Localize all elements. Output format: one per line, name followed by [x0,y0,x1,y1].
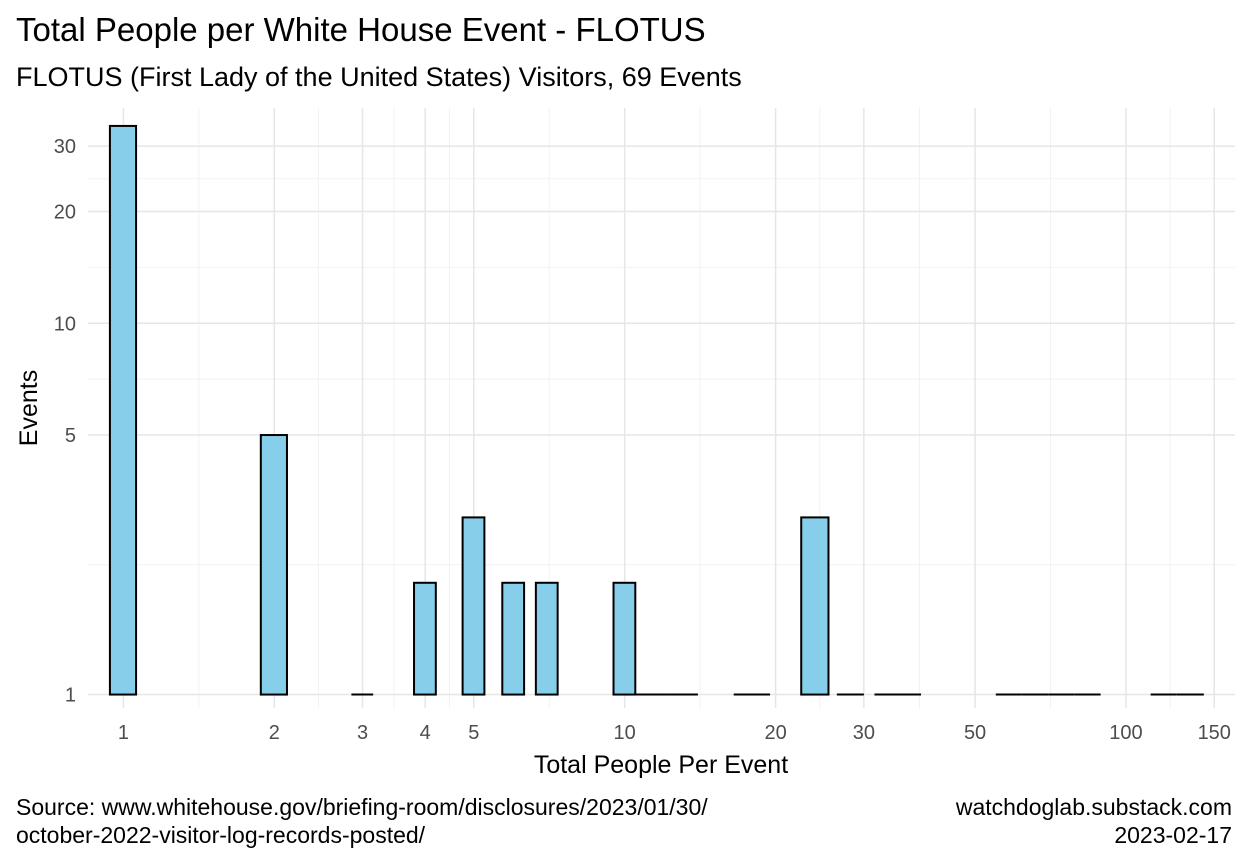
bar [501,581,526,696]
site-credit: watchdoglab.substack.com [955,794,1232,820]
y-axis-ticks: 1 5 10 20 30 [54,136,76,706]
source-line-2: october-2022-visitor-log-records-posted/ [16,822,426,848]
y-tick-label: 30 [54,136,76,158]
x-axis-title: Total People Per Event [534,751,788,779]
y-tick-label: 1 [65,685,76,707]
y-tick-label: 10 [54,313,76,335]
publish-date: 2023-02-17 [1114,822,1232,848]
chart-subtitle: FLOTUS (First Lady of the United States)… [16,62,742,92]
bar [259,434,288,696]
x-tick-label: 50 [964,722,986,744]
x-tick-label: 100 [1109,722,1142,744]
source-line-1: Source: www.whitehouse.gov/briefing-room… [16,794,708,820]
credit-caption: watchdoglab.substack.com 2023-02-17 [956,793,1232,849]
x-tick-label: 30 [853,722,875,744]
bar [108,124,138,696]
y-tick-label: 20 [54,201,76,223]
x-tick-label: 2 [269,722,280,744]
bar [413,581,437,696]
x-tick-label: 150 [1198,722,1231,744]
x-tick-label: 20 [764,722,786,744]
x-tick-label: 5 [468,722,479,744]
x-tick-label: 1 [118,722,129,744]
bar [534,581,559,696]
grid-lines [88,108,1235,708]
bar [461,516,486,696]
y-tick-label: 5 [65,425,76,447]
bar [612,581,637,696]
x-axis-ticks: 1 2 3 4 5 10 20 30 50 100 150 [118,722,1231,744]
source-caption: Source: www.whitehouse.gov/briefing-room… [16,793,708,849]
bar-chart: 1 5 10 20 30 1 2 3 4 5 10 20 30 50 100 150 Total Peopl… [15,108,1235,779]
y-axis-title: Events [15,370,43,446]
x-tick-label: 4 [420,722,431,744]
bars [108,124,1204,696]
chart-title: Total People per White House Event - FLO… [16,11,706,48]
bar [800,516,830,696]
x-tick-label: 3 [357,722,368,744]
x-tick-label: 10 [614,722,636,744]
